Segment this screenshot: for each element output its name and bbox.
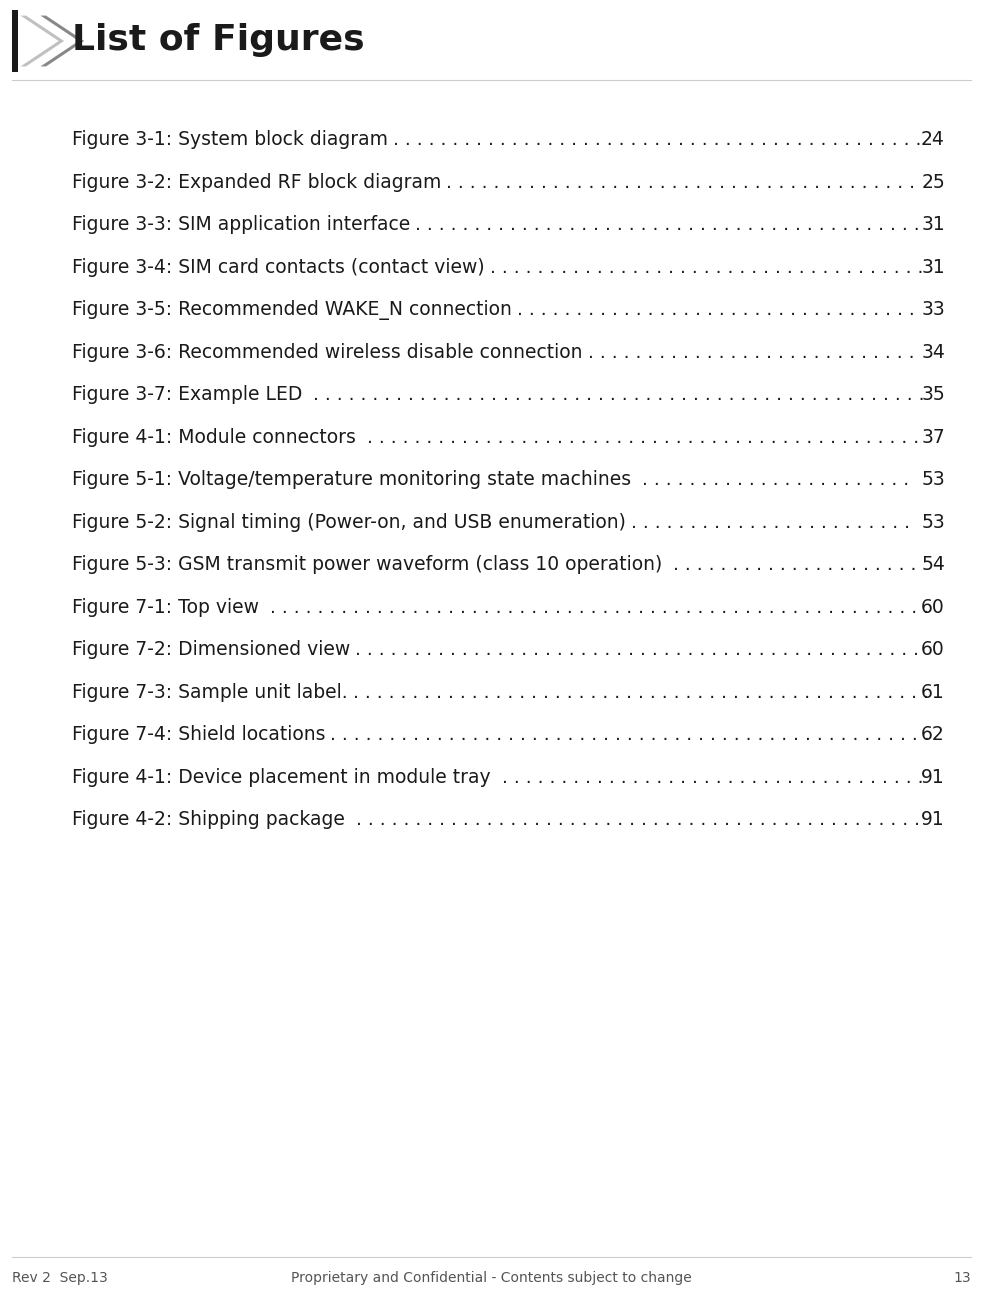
Text: List of Figures: List of Figures	[73, 24, 365, 58]
Text: Figure 3-7: Example LED: Figure 3-7: Example LED	[72, 386, 309, 404]
Bar	[12, 10, 18, 72]
Text: Figure 5-1: Voltage/temperature monitoring state machines: Figure 5-1: Voltage/temperature monitori…	[72, 471, 637, 489]
Text: Figure 7-3: Sample unit label.: Figure 7-3: Sample unit label.	[72, 682, 348, 702]
Text: Figure 7-4: Shield locations: Figure 7-4: Shield locations	[72, 725, 325, 744]
Text: . . . . . . . . . . . . . . . . . . . . . . . . . . . . . . . . . . . . . . . . : . . . . . . . . . . . . . . . . . . . . …	[415, 216, 926, 234]
Text: Figure 7-1: Top view: Figure 7-1: Top view	[72, 597, 265, 617]
Text: . . . . . . . . . . . . . . . . . . . . . . . .: . . . . . . . . . . . . . . . . . . . . …	[631, 512, 916, 532]
Text: 53: 53	[921, 512, 945, 532]
Text: 61: 61	[921, 682, 945, 702]
Text: Figure 4-1: Device placement in module tray: Figure 4-1: Device placement in module t…	[72, 767, 496, 787]
Text: . . . . . . . . . . . . . . . . . . . . . . . . . . . . . . . . . . . . . . . . : . . . . . . . . . . . . . . . . . . . . …	[330, 725, 936, 744]
Text: 24: 24	[921, 131, 945, 149]
Polygon shape	[40, 16, 85, 67]
Text: . . . . . . . . . . . . . . . . . . . . . . . . . . . . . . . . . . . . . . . . : . . . . . . . . . . . . . . . . . . . . …	[314, 386, 931, 404]
Text: 60: 60	[921, 597, 945, 617]
Text: 34: 34	[921, 342, 945, 362]
Text: . . . . . . . . . . . . . . . . . . . . . . . . . . . . . . . . . . . . . . . . : . . . . . . . . . . . . . . . . . . . . …	[393, 131, 927, 149]
Text: 91: 91	[921, 810, 945, 829]
Text: . . . . . . . . . . . . . . . . . . . . . . . . . . . . . . . . . . . .: . . . . . . . . . . . . . . . . . . . . …	[501, 767, 929, 787]
Text: 53: 53	[921, 471, 945, 489]
Text: Figure 3-4: SIM card contacts (contact view): Figure 3-4: SIM card contacts (contact v…	[72, 257, 485, 277]
Text: 54: 54	[921, 555, 945, 574]
Text: . . . . . . . . . . . . . . . . . . . . . . . . . . . . . . . . . . . . . . . . : . . . . . . . . . . . . . . . . . . . . …	[356, 810, 926, 829]
Text: Figure 3-3: SIM application interface: Figure 3-3: SIM application interface	[72, 216, 410, 234]
Text: 31: 31	[921, 257, 945, 277]
Text: 35: 35	[921, 386, 945, 404]
Text: Figure 4-2: Shipping package: Figure 4-2: Shipping package	[72, 810, 351, 829]
Text: Figure 5-2: Signal timing (Power-on, and USB enumeration): Figure 5-2: Signal timing (Power-on, and…	[72, 512, 626, 532]
Text: . . . . . . . . . . . . . . . . . . . . . . . . . . . . . . . . . . . . . . . . : . . . . . . . . . . . . . . . . . . . . …	[353, 682, 935, 702]
Text: . . . . . . . . . . . . . . . . . . . . . . . . . . . . . . . . . . . . . . . . : . . . . . . . . . . . . . . . . . . . . …	[270, 597, 935, 617]
Text: . . . . . . . . . . . . . . . . . . . . . . . . . . . . . . . . . . . . . . . . : . . . . . . . . . . . . . . . . . . . . …	[355, 640, 925, 659]
Text: 91: 91	[921, 767, 945, 787]
Text: . . . . . . . . . . . . . . . . . . . . . . . . . . . . . . . . . . . . . . . . : . . . . . . . . . . . . . . . . . . . . …	[367, 427, 925, 447]
Text: 60: 60	[921, 640, 945, 659]
Text: . . . . . . . . . . . . . . . . . . . . . . . . . . . . . . . . . .: . . . . . . . . . . . . . . . . . . . . …	[517, 301, 921, 319]
Text: . . . . . . . . . . . . . . . . . . . . . . .: . . . . . . . . . . . . . . . . . . . . …	[642, 471, 915, 489]
Text: Figure 3-2: Expanded RF block diagram: Figure 3-2: Expanded RF block diagram	[72, 173, 441, 192]
Text: Rev 2  Sep.13: Rev 2 Sep.13	[12, 1272, 108, 1285]
Text: 31: 31	[921, 216, 945, 234]
Text: Figure 4-1: Module connectors: Figure 4-1: Module connectors	[72, 427, 362, 447]
Text: Figure 5-3: GSM transmit power waveform (class 10 operation): Figure 5-3: GSM transmit power waveform …	[72, 555, 668, 574]
Text: Figure 3-6: Recommended wireless disable connection: Figure 3-6: Recommended wireless disable…	[72, 342, 583, 362]
Text: . . . . . . . . . . . . . . . . . . . . . . . . . . . .: . . . . . . . . . . . . . . . . . . . . …	[588, 342, 920, 362]
Text: Figure 3-5: Recommended WAKE_N connection: Figure 3-5: Recommended WAKE_N connectio…	[72, 299, 512, 320]
Text: 33: 33	[921, 301, 945, 319]
Text: 13: 13	[954, 1272, 971, 1285]
Text: . . . . . . . . . . . . . . . . . . . . . . . . . . . . . . . . . . . . .: . . . . . . . . . . . . . . . . . . . . …	[490, 257, 929, 277]
Text: . . . . . . . . . . . . . . . . . . . . . . . . . . . . . . . . . . . . . . . .: . . . . . . . . . . . . . . . . . . . . …	[446, 173, 921, 192]
Polygon shape	[21, 16, 64, 67]
Text: Proprietary and Confidential - Contents subject to change: Proprietary and Confidential - Contents …	[291, 1272, 692, 1285]
Text: . . . . . . . . . . . . . . . . . . . . .: . . . . . . . . . . . . . . . . . . . . …	[673, 555, 923, 574]
Text: 37: 37	[921, 427, 945, 447]
Text: Figure 7-2: Dimensioned view: Figure 7-2: Dimensioned view	[72, 640, 350, 659]
Text: 62: 62	[921, 725, 945, 744]
Text: 25: 25	[921, 173, 945, 192]
Text: Figure 3-1: System block diagram: Figure 3-1: System block diagram	[72, 131, 388, 149]
